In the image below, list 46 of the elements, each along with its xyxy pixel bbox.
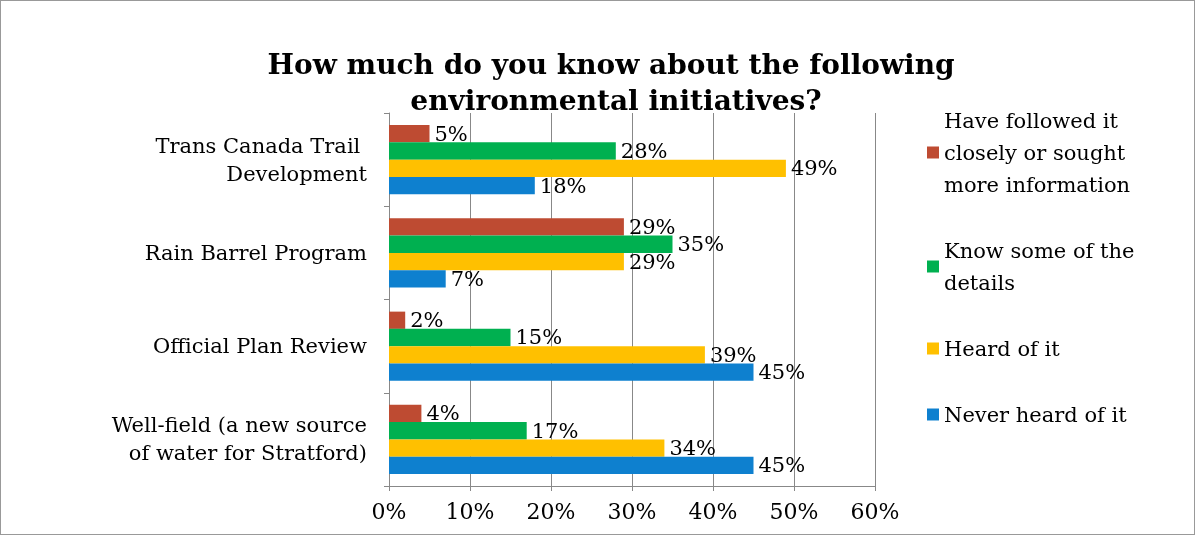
legend-label: Heard of it bbox=[944, 336, 1061, 361]
x-tick-label: 10% bbox=[445, 498, 495, 524]
data-label: 18% bbox=[539, 173, 587, 198]
y-tick-label: Well-field (a new source of water for Stratford) bbox=[111, 413, 367, 466]
data-label: 35% bbox=[677, 232, 725, 257]
bar bbox=[389, 176, 535, 195]
bar bbox=[389, 252, 624, 271]
data-label: 7% bbox=[450, 266, 485, 291]
y-tick-label: Official Plan Review bbox=[152, 334, 368, 359]
bar bbox=[389, 311, 406, 329]
bar bbox=[389, 346, 705, 364]
bar bbox=[389, 439, 665, 457]
y-tick-label: Rain Barrel Program bbox=[144, 240, 368, 265]
data-label: 4% bbox=[426, 401, 460, 426]
x-tick-label: 30% bbox=[607, 498, 657, 524]
x-tick-label: 0% bbox=[371, 498, 407, 524]
legend-label: Know some of the details bbox=[944, 238, 1142, 295]
x-tick-label: 20% bbox=[526, 498, 576, 524]
data-label: 17% bbox=[531, 418, 579, 443]
x-tick-label: 50% bbox=[769, 498, 819, 524]
data-label: 28% bbox=[620, 139, 668, 163]
bar bbox=[389, 125, 430, 143]
bar bbox=[389, 328, 511, 347]
data-label: 29% bbox=[628, 249, 676, 274]
x-tick-label: 40% bbox=[688, 498, 738, 524]
data-label: 5% bbox=[434, 121, 468, 146]
bar bbox=[389, 363, 754, 381]
bar bbox=[389, 422, 527, 440]
bar bbox=[389, 404, 422, 423]
data-label: 2% bbox=[410, 308, 444, 333]
data-label: 49% bbox=[790, 156, 838, 181]
data-label: 45% bbox=[758, 453, 806, 478]
x-tick-label: 60% bbox=[850, 498, 900, 524]
y-tick-label: Trans Canada Trail Development bbox=[155, 133, 368, 186]
bar bbox=[389, 235, 673, 253]
data-label: 15% bbox=[515, 325, 563, 350]
bar bbox=[389, 270, 446, 288]
data-label: 34% bbox=[669, 436, 717, 460]
bar bbox=[389, 142, 616, 160]
data-label: 45% bbox=[758, 360, 806, 384]
data-label: 29% bbox=[628, 215, 676, 239]
bar bbox=[389, 456, 754, 474]
data-label: 39% bbox=[709, 342, 757, 367]
bar bbox=[389, 159, 786, 177]
bar bbox=[389, 218, 624, 236]
legend-label: Never heard of it bbox=[944, 402, 1128, 427]
